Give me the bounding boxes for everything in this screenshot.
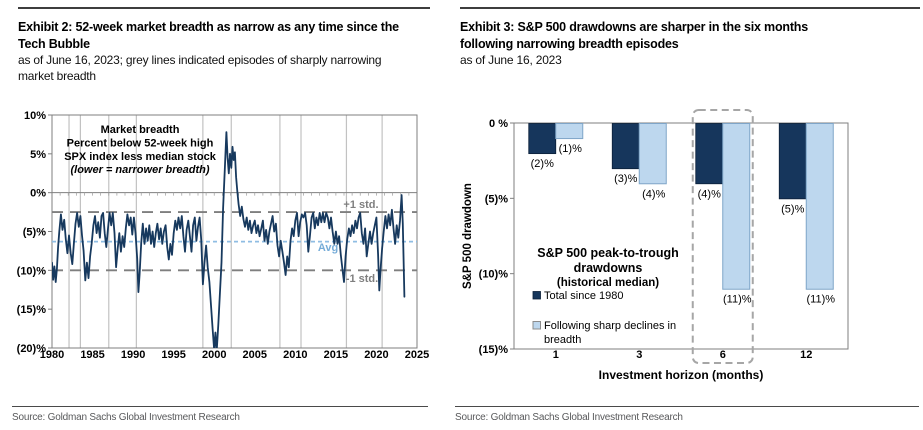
bar-total-since-1980 [778,123,807,200]
exhibit-3-subtitle-line-1: as of June 16, 2023 [460,53,562,67]
x-tick-label-left: 2020 [364,349,388,361]
exhibit-2-source: Source: Goldman Sachs Global Investment … [12,412,240,423]
chart-inner-title-line: Market breadth [101,124,180,136]
bar-value-label: (2)% [531,158,554,170]
y-tick-label-right: (10)% [479,269,509,281]
bar-following-declines [722,123,751,290]
minus-one-std-label: -1 std. [346,273,378,285]
bar-following-declines [638,123,667,185]
y-axis-title: S&P 500 drawdown [462,183,474,289]
category-label: 1 [553,349,559,361]
x-tick-label-left: 2015 [324,349,348,361]
y-tick-label-left: 0% [30,188,46,200]
exhibit-3-subtitle: as of June 16, 2023 [460,53,562,69]
exhibit-3-title-line-1: Exhibit 3: S&P 500 drawdowns are sharper… [460,20,808,34]
category-label: 6 [720,349,726,361]
legend-label-following-line-1: Following sharp declines in [544,320,676,332]
x-tick-label-left: 2000 [202,349,226,361]
y-tick-label-left: (5)% [23,227,46,239]
exhibit-2-title-line-1: Exhibit 2: 52-week market breadth as nar… [18,20,399,34]
exhibit-3-source: Source: Goldman Sachs Global Investment … [455,412,683,423]
bar-value-label: (1)% [559,143,582,155]
highlight-box-6-months [691,109,754,364]
bar-total-since-1980 [528,123,557,155]
bar-following-declines [805,123,834,290]
exhibit-2-subtitle: as of June 16, 2023; grey lines indicate… [18,53,382,84]
x-tick-label-left: 1980 [40,349,64,361]
exhibit-2-top-rule [18,7,430,9]
x-tick-label-left: 1990 [121,349,145,361]
chart-inner-title-line: Percent below 52-week high [67,138,214,150]
bar-total-since-1980 [611,123,640,170]
legend-label-following-line-2: breadth [544,334,581,346]
y-tick-label-left: 10% [24,110,46,122]
exhibit-3-top-rule [460,7,920,9]
annotation-line: drawdowns [574,261,643,275]
legend-swatch-following [532,321,541,330]
category-label: 12 [800,349,812,361]
plus-one-std-label: +1 std. [343,199,378,211]
legend-swatch-total [532,291,541,300]
bar-following-declines [555,123,584,140]
exhibit-2-subtitle-line-2: market breadth [18,68,96,83]
exhibit-3-bottom-rule [455,406,919,407]
annotation-line: (historical median) [557,277,659,289]
x-axis-title: Investment horizon (months) [599,368,764,382]
bar-value-label: (11)% [806,294,835,306]
bar-value-label: (4)% [698,188,721,200]
category-label: 3 [636,349,642,361]
x-tick-label-left: 2010 [283,349,307,361]
y-tick-label-left: (10)% [17,265,47,277]
x-tick-label-left: 1995 [161,349,185,361]
exhibit-2-subtitle-line-1: as of June 16, 2023; grey lines indicate… [18,53,382,67]
y-tick-label-left: (15)% [17,304,47,316]
exhibit-3-title-line-2: following narrowing breadth episodes [460,36,679,51]
y-tick-label-right: (5)% [485,193,508,205]
exhibit-3-title: Exhibit 3: S&P 500 drawdowns are sharper… [460,19,808,52]
avg-label: Avg [318,242,338,254]
exhibit-2-bottom-rule [12,406,428,407]
exhibit-2-title: Exhibit 2: 52-week market breadth as nar… [18,19,399,52]
bar-value-label: (5)% [781,203,804,215]
chart-inner-title-line: SPX index less median stock [64,151,217,163]
y-tick-label-left: (20)% [17,343,47,355]
bar-value-label: (4)% [642,188,665,200]
chart-inner-title-line: (lower = narrower breadth) [70,164,209,176]
plot-border-right [513,122,849,350]
x-tick-label-left: 1985 [80,349,104,361]
breadth-series-line [52,131,406,348]
y-tick-label-left: 5% [30,149,46,161]
y-tick-label-right: 0 % [489,118,508,130]
exhibit-2-title-line-2: Tech Bubble [18,36,90,51]
bar-total-since-1980 [695,123,724,185]
legend-label-total: Total since 1980 [544,290,624,302]
y-tick-label-right: (15)% [479,344,509,356]
bar-value-label: (11)% [723,294,752,306]
bar-value-label: (3)% [614,173,637,185]
x-tick-label-left: 2005 [243,349,267,361]
annotation-line: S&P 500 peak-to-trough [537,246,678,260]
x-tick-label-left: 2025 [405,349,429,361]
